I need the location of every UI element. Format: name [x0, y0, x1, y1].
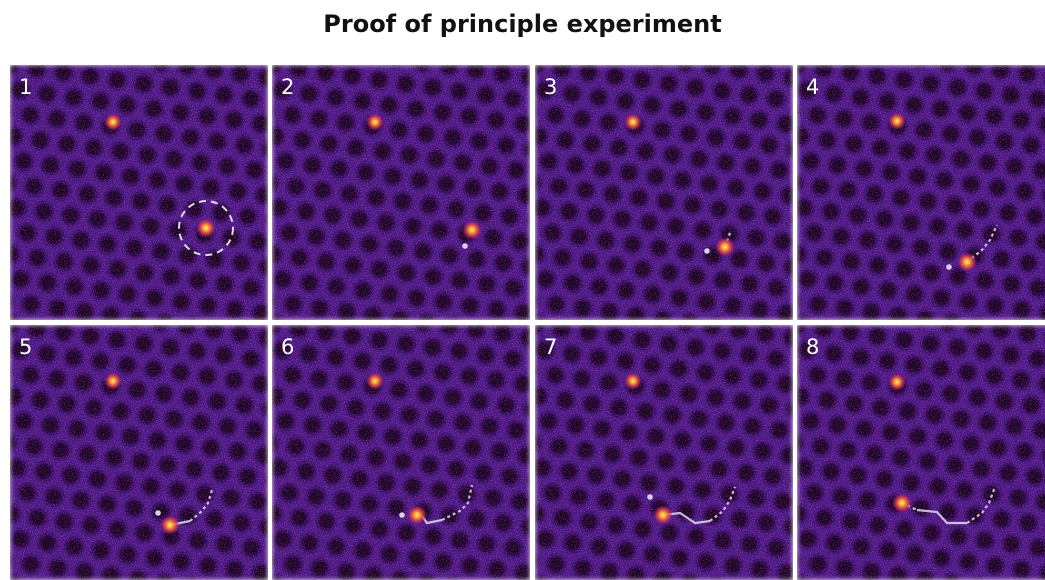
fixed-atom	[366, 113, 384, 131]
moving-atom	[462, 220, 482, 240]
moving-atom	[892, 493, 912, 513]
fixed-atom	[624, 113, 642, 131]
image-panel	[535, 65, 793, 320]
target-dot	[462, 243, 468, 249]
moving-atom	[957, 252, 977, 272]
image-panel	[797, 65, 1045, 320]
target-dot	[155, 510, 161, 516]
panel-label: 4	[806, 75, 819, 99]
target-dot	[704, 248, 710, 254]
moving-atom	[196, 218, 216, 238]
moving-atom	[160, 515, 180, 535]
target-dot	[946, 264, 952, 270]
panel-label: 2	[281, 75, 294, 99]
noise	[797, 65, 1045, 320]
panel-label: 6	[281, 335, 294, 359]
noise	[535, 65, 793, 320]
panel-label: 7	[544, 335, 557, 359]
image-panel	[797, 325, 1045, 580]
image-panel	[272, 65, 530, 320]
image-panel	[272, 325, 530, 580]
image-panel	[10, 325, 268, 580]
noise	[797, 325, 1045, 580]
panel-label: 8	[806, 335, 819, 359]
moving-atom	[407, 505, 427, 525]
page: Proof of principle experiment 12345678 (…	[0, 0, 1045, 580]
panel-label: 3	[544, 75, 557, 99]
noise	[272, 65, 530, 320]
panel-label: 1	[19, 75, 32, 99]
target-dot	[647, 494, 653, 500]
image-panel	[10, 65, 268, 320]
fixed-atom	[104, 113, 122, 131]
noise	[10, 325, 268, 580]
fixed-atom	[624, 372, 642, 390]
fixed-atom	[888, 112, 906, 130]
noise	[535, 325, 793, 580]
fixed-atom	[888, 373, 906, 391]
moving-atom	[653, 505, 673, 525]
figure: 1 2 3 4 5 6 7 8	[0, 0, 1045, 580]
fixed-atom	[366, 372, 384, 390]
panel-label: 5	[19, 335, 32, 359]
target-dot	[399, 512, 405, 518]
moving-atom	[715, 237, 735, 257]
fixed-atom	[104, 372, 122, 390]
noise	[272, 325, 530, 580]
noise	[10, 65, 268, 320]
image-panel	[535, 325, 793, 580]
